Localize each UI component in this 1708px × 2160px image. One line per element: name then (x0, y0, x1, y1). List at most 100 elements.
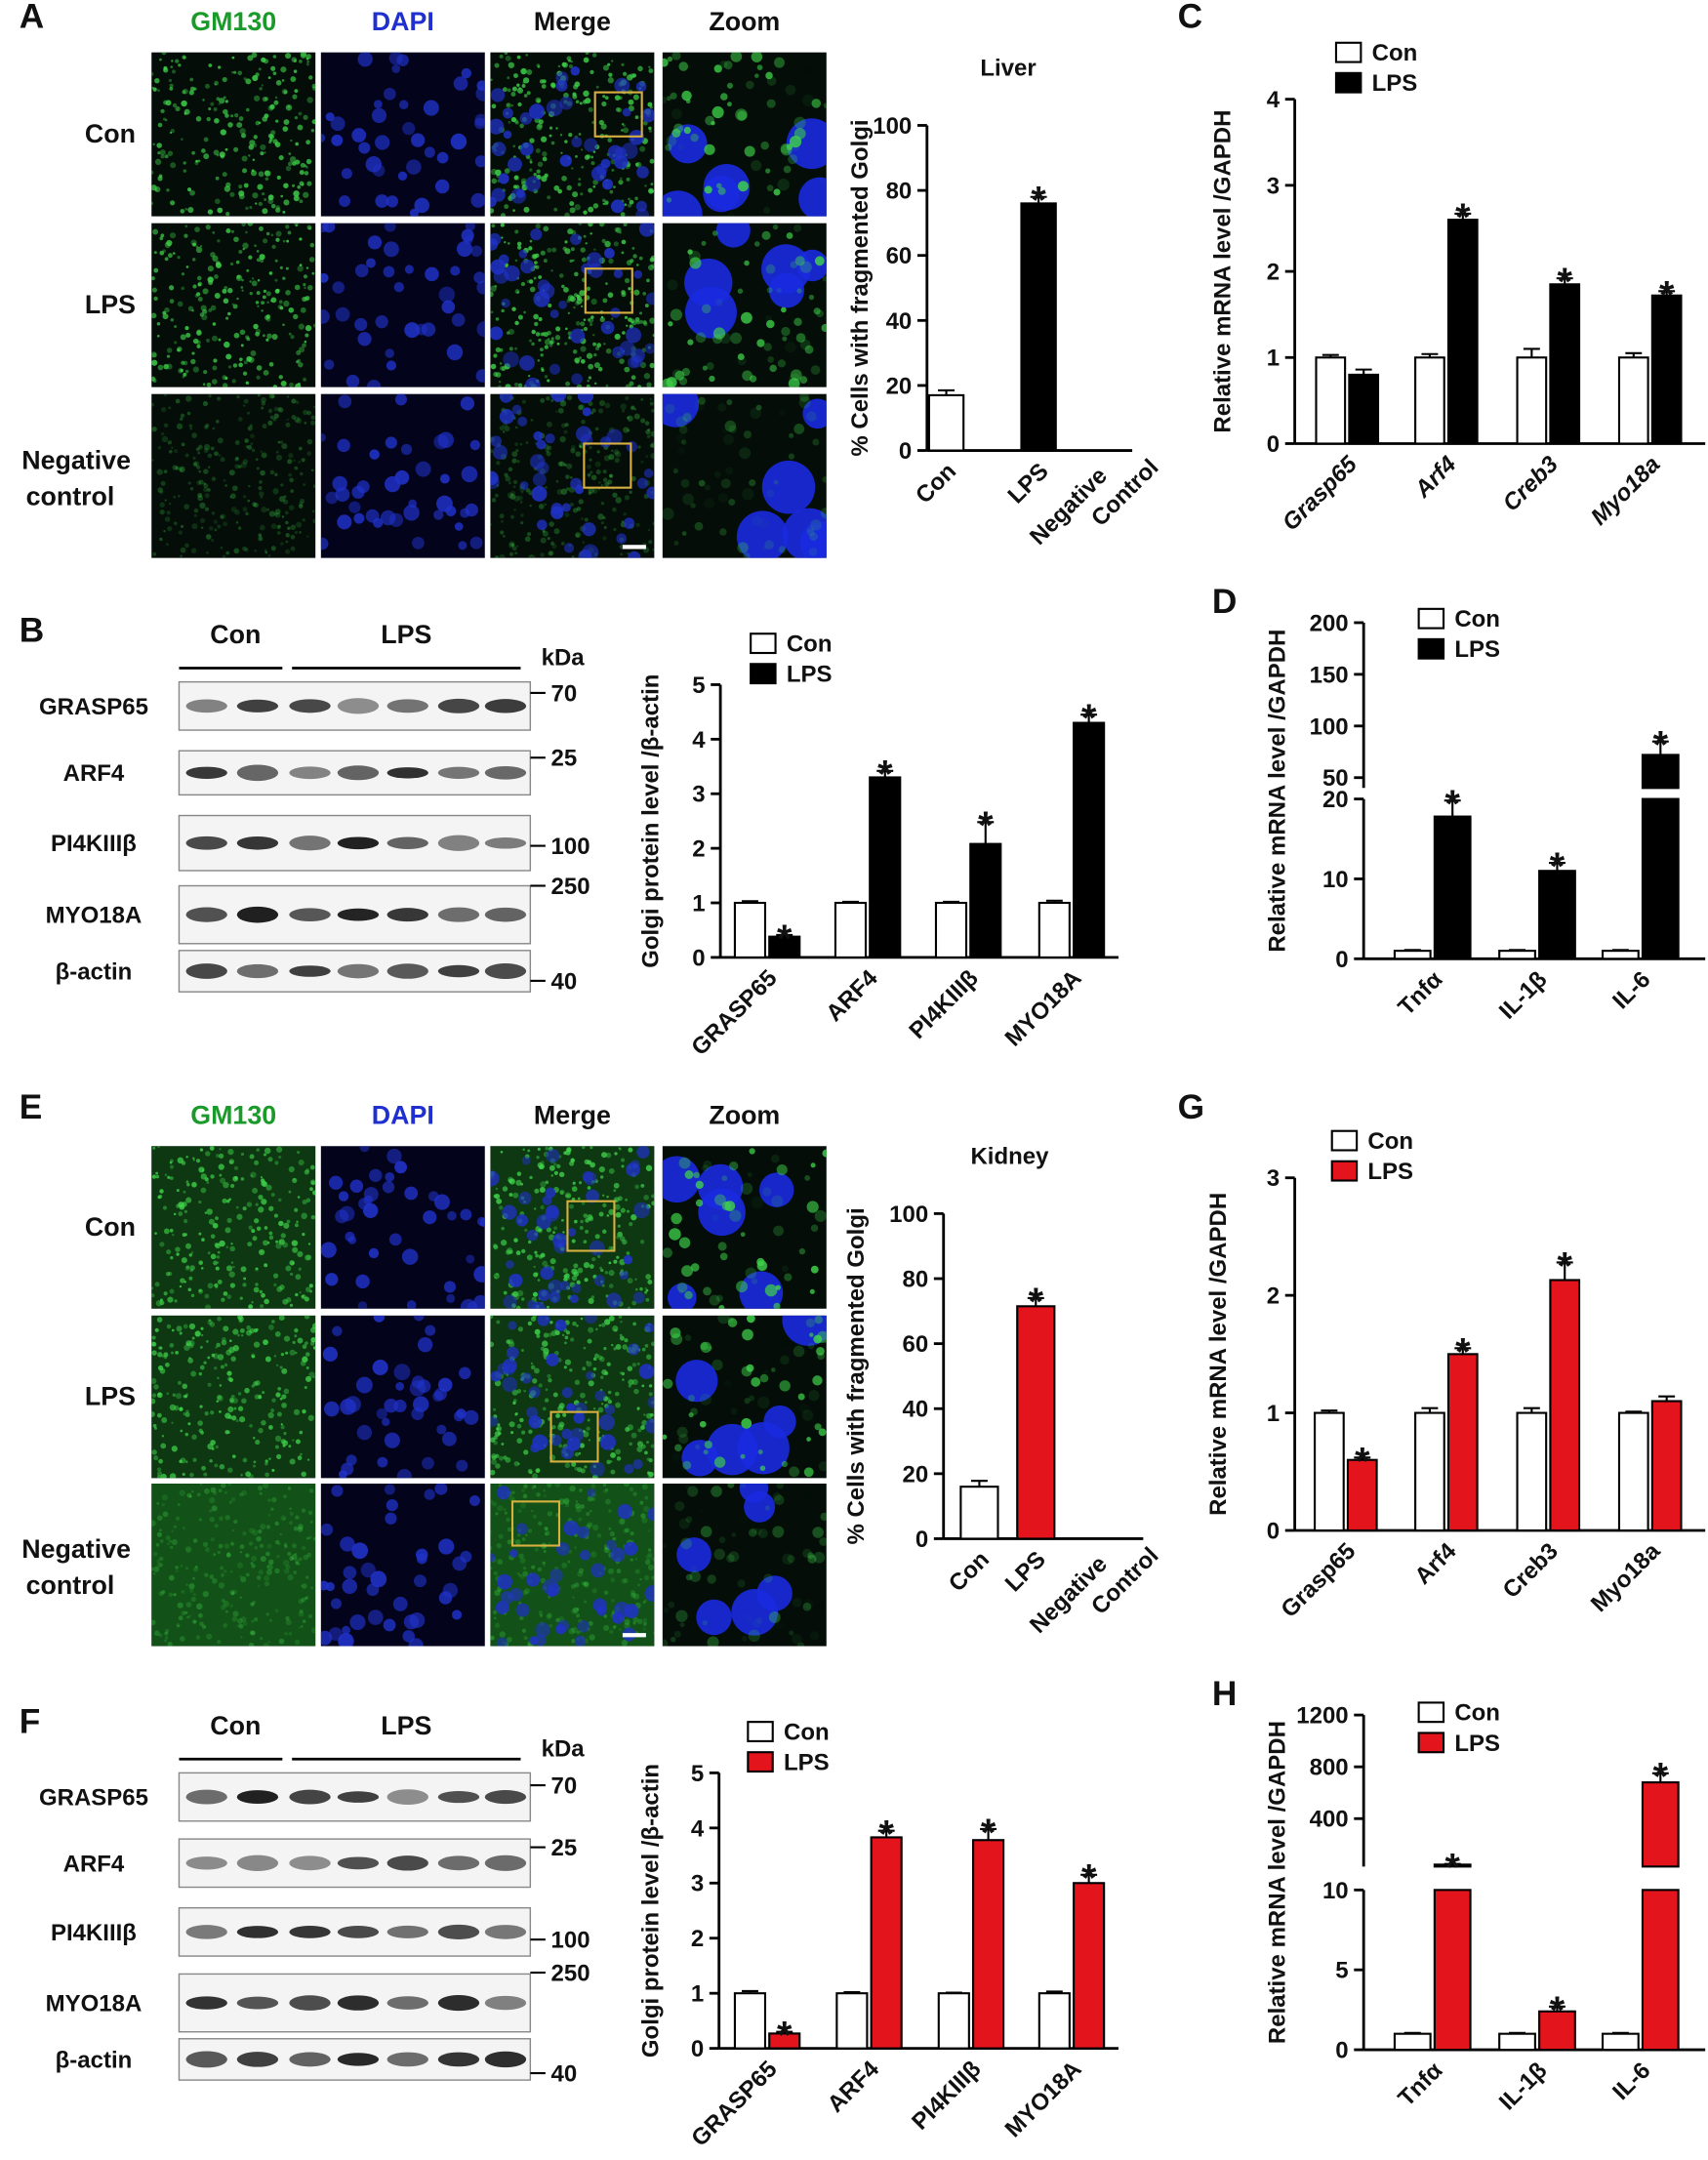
golgi (302, 377, 307, 382)
golgi (491, 178, 498, 184)
golgi (252, 1236, 258, 1242)
golgi (246, 1202, 253, 1207)
golgi (549, 344, 553, 347)
nucleus (342, 1625, 350, 1635)
golgi (193, 461, 200, 468)
golgi (255, 202, 258, 205)
golgi (575, 451, 582, 457)
golgi (202, 308, 208, 314)
golgi (171, 1529, 175, 1533)
golgi (618, 1147, 622, 1151)
golgi (219, 1240, 225, 1247)
golgi (153, 1426, 157, 1430)
golgi (602, 1202, 607, 1208)
zoom-box (510, 1500, 561, 1547)
golgi (637, 1428, 642, 1433)
golgi (187, 1357, 194, 1364)
error-bar (1355, 368, 1372, 375)
golgi (262, 295, 266, 300)
golgi (225, 1200, 230, 1203)
golgi (542, 1406, 547, 1411)
golgi (158, 1195, 163, 1199)
golgi (230, 1183, 235, 1189)
golgi (309, 1187, 313, 1192)
golgi (512, 1399, 517, 1403)
golgi (597, 366, 603, 372)
golgi (634, 1569, 640, 1574)
golgi (189, 189, 195, 196)
golgi (229, 1604, 233, 1609)
golgi (759, 1370, 770, 1381)
golgi (235, 260, 240, 265)
golgi (250, 1630, 256, 1636)
golgi (257, 183, 264, 190)
golgi (587, 1186, 591, 1190)
nucleus (531, 485, 548, 502)
golgi (701, 304, 712, 314)
golgi (764, 540, 774, 550)
golgi (636, 1407, 639, 1411)
golgi (555, 1617, 560, 1623)
golgi (225, 316, 229, 320)
x-tick-label: LPS (1003, 458, 1054, 509)
golgi (282, 499, 289, 505)
golgi (161, 52, 167, 56)
nucleus (330, 1598, 342, 1610)
golgi (613, 1189, 617, 1193)
golgi (279, 1532, 282, 1535)
nucleus (438, 1591, 453, 1605)
golgi (565, 487, 570, 491)
golgi (305, 57, 309, 61)
golgi (227, 365, 232, 369)
golgi (794, 1296, 799, 1301)
golgi (214, 292, 221, 299)
golgi (249, 1630, 255, 1636)
golgi (215, 1346, 218, 1349)
nucleus (490, 88, 506, 102)
golgi (205, 83, 210, 89)
golgi (597, 408, 604, 414)
golgi (680, 478, 690, 488)
golgi (567, 311, 571, 314)
golgi (297, 1151, 301, 1155)
golgi (602, 198, 606, 203)
golgi (556, 342, 560, 346)
golgi (266, 333, 272, 340)
golgi (515, 1250, 521, 1256)
golgi (591, 1588, 597, 1594)
x-tick-label: IL-6 (1607, 2058, 1655, 2105)
protein-label: ARF4 (63, 760, 125, 787)
golgi (164, 154, 169, 159)
golgi (819, 1537, 827, 1546)
golgi (309, 1520, 313, 1524)
y-tick-label: 1 (1267, 1401, 1280, 1427)
golgi (299, 170, 305, 176)
golgi (588, 1380, 594, 1387)
nucleus (465, 503, 478, 517)
golgi (227, 1148, 234, 1156)
golgi (173, 495, 177, 499)
golgi (699, 1420, 707, 1428)
golgi (614, 1203, 621, 1210)
golgi (161, 1417, 168, 1423)
golgi (169, 83, 174, 88)
golgi (180, 334, 186, 341)
legend-swatch (1417, 1732, 1445, 1754)
nucleus (560, 1281, 570, 1291)
golgi (814, 1209, 827, 1222)
nucleus (535, 1622, 550, 1638)
golgi (591, 53, 597, 58)
golgi (546, 451, 551, 457)
golgi (503, 1290, 508, 1295)
golgi (605, 347, 612, 354)
nucleus (425, 1325, 436, 1336)
error-bar (1625, 1410, 1643, 1413)
golgi (259, 258, 264, 264)
golgi (602, 1484, 607, 1488)
golgi (233, 146, 239, 152)
nucleus (368, 1247, 380, 1259)
y-tick-label: 10 (1322, 1878, 1349, 1904)
golgi (255, 1267, 259, 1271)
texture (662, 1148, 827, 1309)
nucleus (367, 235, 383, 250)
